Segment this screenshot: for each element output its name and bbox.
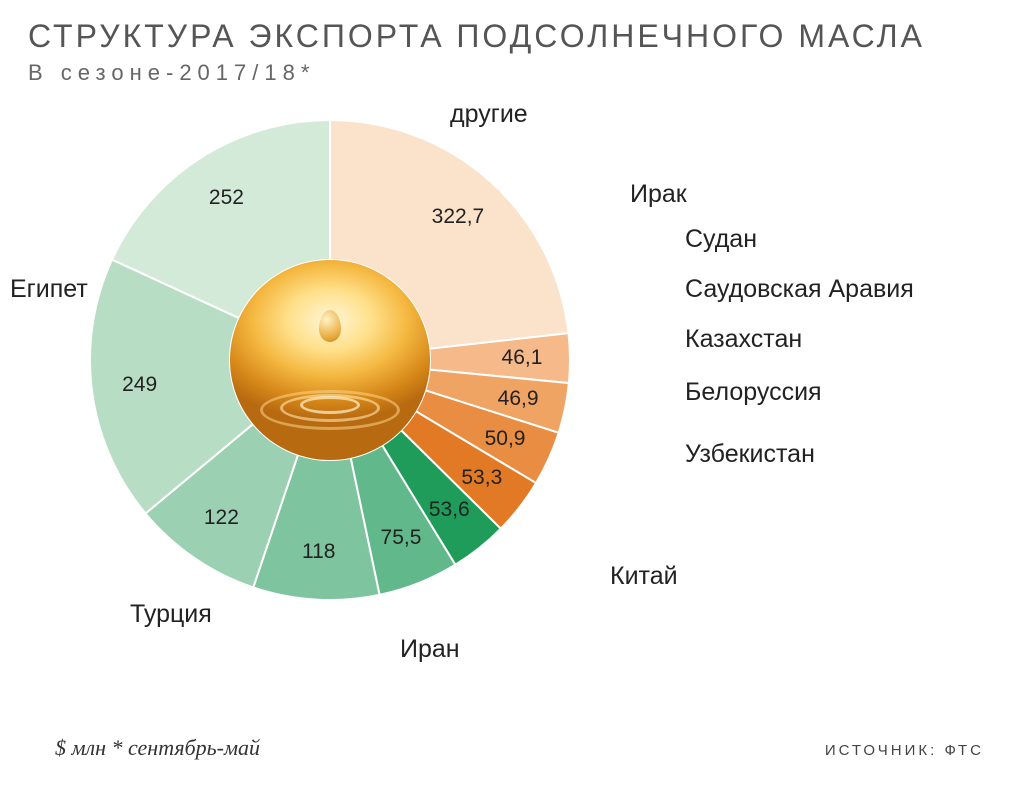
- chart-subtitle: В сезоне-2017/18*: [28, 60, 315, 86]
- oil-ripple-icon: [300, 396, 360, 414]
- slice-value: 46,9: [498, 387, 539, 411]
- slice-label: Ирак: [630, 180, 687, 209]
- slice-value: 53,3: [461, 466, 502, 490]
- slice-label: Турция: [130, 600, 212, 629]
- center-oil-drop-image: [230, 260, 430, 460]
- slice-value: 118: [302, 540, 335, 564]
- slice-label: Саудовская Аравия: [685, 275, 914, 304]
- chart-title: СТРУКТУРА ЭКСПОРТА ПОДСОЛНЕЧНОГО МАСЛА: [28, 18, 925, 55]
- slice-value: 46,1: [502, 346, 543, 370]
- slice-value: 75,5: [381, 526, 422, 550]
- slice-value: 322,7: [432, 205, 485, 229]
- slice-label: Иран: [400, 635, 460, 664]
- oil-drop-icon: [319, 310, 341, 342]
- slice-label: Белоруссия: [685, 378, 822, 407]
- pie-chart: 322,7 46,1 46,9 50,9 53,3 53,6 75,5 118 122 249 25…: [90, 120, 570, 600]
- footnote-unit: $ млн * сентябрь-май: [55, 735, 260, 761]
- slice-value: 53,6: [429, 498, 470, 522]
- slice-value: 249: [122, 373, 157, 397]
- slice-label: Судан: [685, 225, 757, 254]
- slice-value: 50,9: [485, 427, 526, 451]
- slice-label: Казахстан: [685, 325, 802, 354]
- slice-value: 252: [209, 186, 244, 210]
- slice-label: другие: [450, 100, 528, 129]
- slice-value: 122: [204, 506, 239, 530]
- slice-label: Египет: [10, 275, 88, 304]
- footnote-source: ИСТОЧНИК: ФТС: [825, 742, 984, 759]
- slice-label: Узбекистан: [685, 440, 815, 469]
- slice-label: Китай: [610, 562, 678, 591]
